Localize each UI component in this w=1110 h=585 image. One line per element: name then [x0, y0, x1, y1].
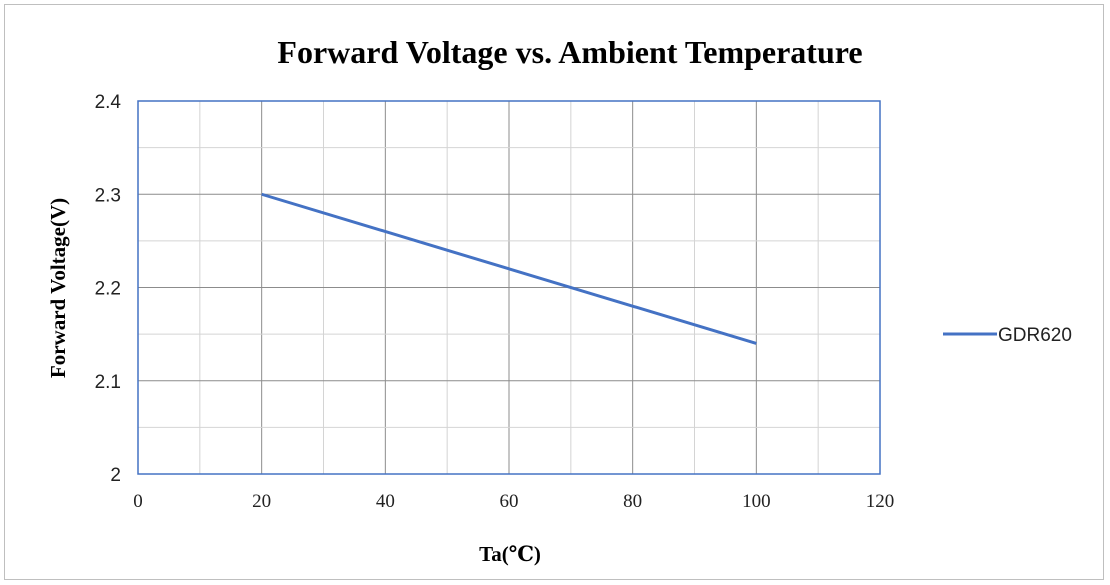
y-axis-title: Forward Voltage(V) — [46, 198, 70, 378]
chart-frame: Forward Voltage vs. Ambient Temperature … — [4, 4, 1104, 580]
y-tick-label: 2.2 — [95, 279, 121, 300]
series-layer — [261, 192, 757, 345]
x-tick-label: 60 — [500, 491, 519, 512]
legend-label-gdr620: GDR620 — [998, 325, 1072, 346]
x-tick-label: 20 — [252, 491, 271, 512]
plot-area-border — [137, 100, 881, 475]
x-tick-label: 0 — [133, 491, 143, 512]
series-line-gdr620 — [261, 192, 757, 345]
y-tick-label: 2.4 — [95, 92, 122, 113]
chart-canvas: Forward Voltage vs. Ambient Temperature … — [46, 34, 1072, 566]
x-tick-label: 100 — [742, 491, 771, 512]
chart-title: Forward Voltage vs. Ambient Temperature — [277, 34, 862, 70]
y-tick-label: 2.1 — [95, 372, 121, 393]
x-axis-title: Ta(℃) — [479, 542, 541, 566]
grid — [138, 101, 880, 474]
y-tick-label: 2 — [110, 465, 121, 486]
x-tick-label: 40 — [376, 491, 395, 512]
y-tick-label: 2.3 — [95, 185, 121, 206]
legend: GDR620 — [943, 325, 1072, 346]
x-tick-label: 120 — [866, 491, 895, 512]
x-axis-ticks: 0 20 40 60 80 100 120 — [133, 491, 894, 512]
x-tick-label: 80 — [623, 491, 642, 512]
y-axis-ticks: 2 2.1 2.2 2.3 2.4 — [95, 92, 122, 486]
